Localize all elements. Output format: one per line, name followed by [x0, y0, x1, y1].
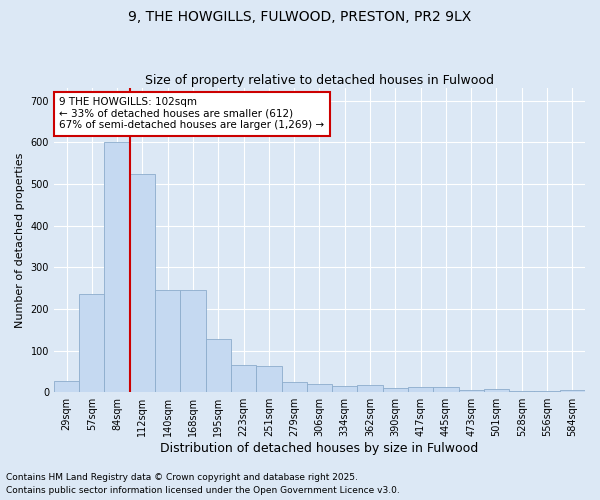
Bar: [433, 387, 458, 392]
Bar: [458, 390, 484, 392]
Bar: [181, 290, 206, 392]
Bar: [332, 386, 358, 392]
Text: Contains HM Land Registry data © Crown copyright and database right 2025.
Contai: Contains HM Land Registry data © Crown c…: [6, 474, 400, 495]
Bar: [256, 366, 281, 392]
Bar: [560, 390, 585, 392]
X-axis label: Distribution of detached houses by size in Fulwood: Distribution of detached houses by size …: [160, 442, 479, 455]
Bar: [104, 142, 130, 392]
Bar: [484, 390, 509, 392]
Bar: [130, 174, 155, 392]
Bar: [408, 387, 433, 392]
Y-axis label: Number of detached properties: Number of detached properties: [15, 152, 25, 328]
Bar: [206, 339, 231, 392]
Bar: [358, 384, 383, 392]
Bar: [509, 391, 535, 392]
Title: Size of property relative to detached houses in Fulwood: Size of property relative to detached ho…: [145, 74, 494, 87]
Text: 9 THE HOWGILLS: 102sqm
← 33% of detached houses are smaller (612)
67% of semi-de: 9 THE HOWGILLS: 102sqm ← 33% of detached…: [59, 98, 325, 130]
Bar: [281, 382, 307, 392]
Bar: [231, 365, 256, 392]
Bar: [383, 388, 408, 392]
Text: 9, THE HOWGILLS, FULWOOD, PRESTON, PR2 9LX: 9, THE HOWGILLS, FULWOOD, PRESTON, PR2 9…: [128, 10, 472, 24]
Bar: [155, 290, 181, 392]
Bar: [54, 380, 79, 392]
Bar: [79, 294, 104, 392]
Bar: [307, 384, 332, 392]
